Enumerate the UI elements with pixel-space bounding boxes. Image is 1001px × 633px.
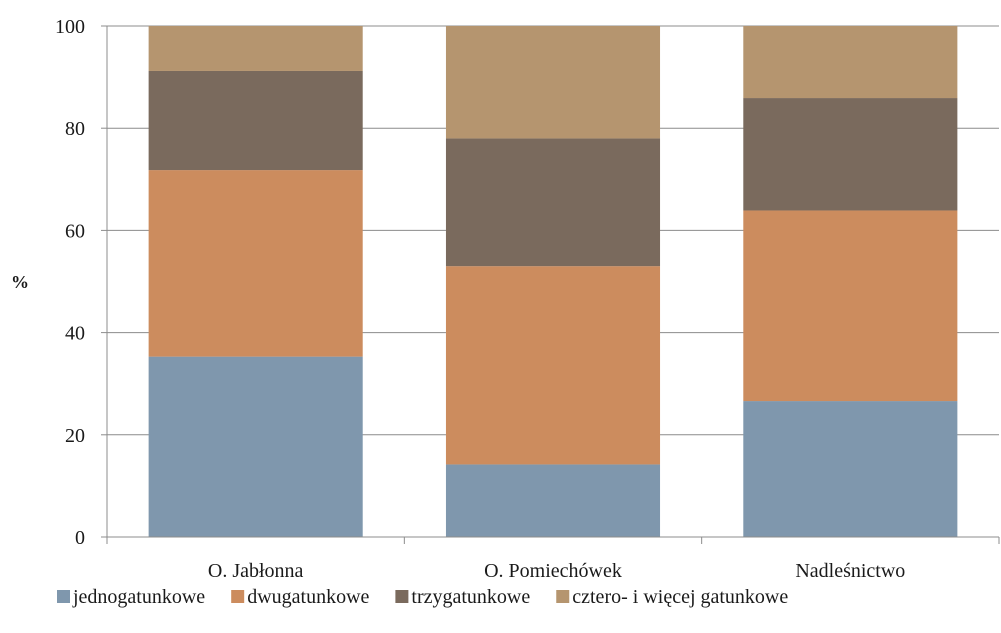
bar-1-series-3 <box>149 71 363 170</box>
bar-2-series-4 <box>446 26 660 138</box>
bar-2-series-3 <box>446 138 660 266</box>
y-axis-title: % <box>11 272 29 292</box>
bar-3-series-1 <box>743 401 957 537</box>
legend-item-4: cztero- i więcej gatunkowe <box>556 586 788 608</box>
y-tick-label-60: 60 <box>65 220 85 242</box>
legend-swatch-2 <box>231 590 244 603</box>
legend-label-1: jednogatunkowe <box>72 586 205 608</box>
legend-label-2: dwugatunkowe <box>247 586 369 608</box>
bar-2-series-1 <box>446 464 660 537</box>
legend-swatch-3 <box>395 590 408 603</box>
y-tick-label-0: 0 <box>75 527 85 549</box>
bar-1-series-4 <box>149 26 363 71</box>
legend-swatch-4 <box>556 590 569 603</box>
legend-label-4: cztero- i więcej gatunkowe <box>572 586 788 608</box>
bar-2-series-2 <box>446 266 660 464</box>
y-tick-label-20: 20 <box>65 425 85 447</box>
legend: jednogatunkowe dwugatunkowe trzygatunkowe c… <box>57 586 788 608</box>
y-tick-label-40: 40 <box>65 323 85 345</box>
y-tick-label-100: 100 <box>55 16 85 38</box>
bars <box>149 26 958 537</box>
legend-swatch-1 <box>57 590 70 603</box>
legend-item-2: dwugatunkowe <box>231 586 369 608</box>
bar-3-series-2 <box>743 210 957 401</box>
x-tick-label-1: O. Jabłonna <box>208 560 304 582</box>
x-tick-label-2: O. Pomiechówek <box>484 560 622 582</box>
y-tick-label-80: 80 <box>65 118 85 140</box>
bar-1-series-2 <box>149 170 363 357</box>
x-tick-label-3: Nadleśnictwo <box>795 560 905 582</box>
bar-3-series-3 <box>743 98 957 210</box>
legend-item-3: trzygatunkowe <box>395 586 530 608</box>
legend-item-1: jednogatunkowe <box>57 586 205 608</box>
bar-1-series-1 <box>149 357 363 537</box>
bar-3-series-4 <box>743 26 957 98</box>
legend-label-3: trzygatunkowe <box>411 586 530 608</box>
